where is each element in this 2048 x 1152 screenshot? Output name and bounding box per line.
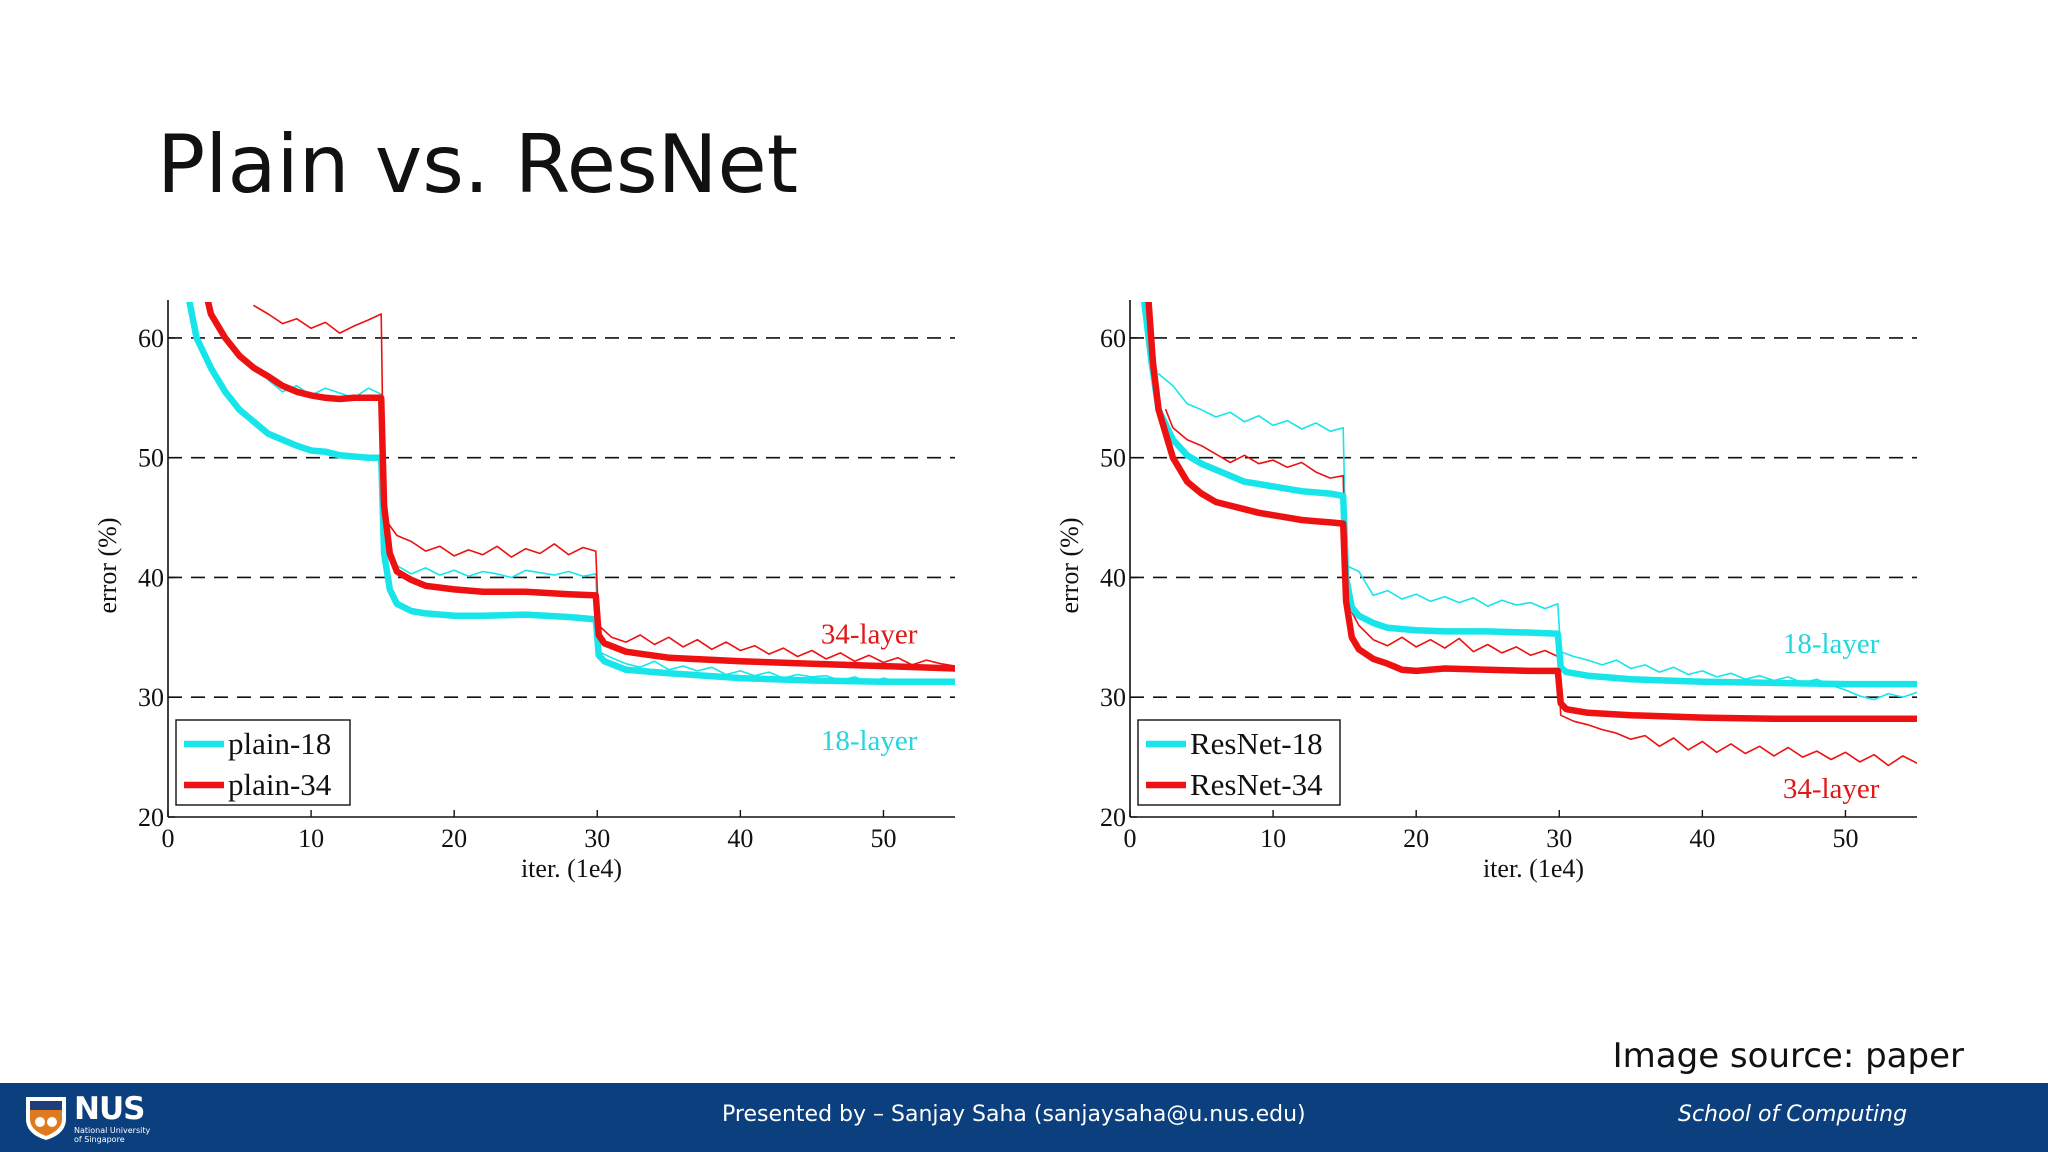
annotation-cyan: 18-layer — [821, 725, 918, 757]
x-tick-label: 20 — [441, 824, 467, 853]
legend-box — [175, 719, 351, 806]
legend-box — [1137, 719, 1341, 806]
legend-entry: ResNet-34 — [1190, 767, 1323, 802]
y-tick-label: 60 — [138, 324, 164, 353]
series-line-resnet-18-train — [1157, 373, 1917, 701]
series-line-plain-34-train — [253, 304, 955, 667]
legend: ResNet-18 ResNet-34 — [1137, 719, 1341, 806]
x-tick-label: 30 — [584, 824, 610, 853]
annotation-red: 34-layer — [1783, 773, 1880, 805]
x-tick-label: 10 — [298, 824, 324, 853]
x-tick-label: 0 — [1124, 824, 1137, 853]
y-tick-label: 30 — [1100, 683, 1126, 712]
y-axis-label: error (%) — [1055, 517, 1084, 613]
school-name: School of Computing — [1678, 1102, 1908, 1127]
nus-crest-icon — [26, 1097, 66, 1140]
image-source-note: Image source: paper — [1612, 1036, 1964, 1076]
y-tick-label: 50 — [1100, 444, 1126, 473]
presenter-credit: Presented by – Sanjay Saha (sanjaysaha@u… — [722, 1102, 1306, 1127]
series-line-resnet-34 — [1145, 302, 1917, 723]
x-axis-label: iter. (1e4) — [1483, 854, 1584, 883]
x-tick-label: 40 — [727, 824, 753, 853]
logo-nus-text: NUS — [74, 1091, 145, 1127]
legend: plain-18 plain-34 — [175, 719, 351, 806]
series-line-resnet-34-train — [1165, 409, 1917, 767]
series-line-plain-18 — [186, 302, 955, 685]
legend-entry: plain-18 — [228, 726, 331, 761]
chart-plain: 20 30 40 50 60 0 10 20 30 40 50 iter. (1e4) error (%… — [93, 300, 955, 883]
legend-entry: ResNet-18 — [1190, 726, 1323, 761]
annotation-cyan: 18-layer — [1783, 628, 1880, 660]
legend-entry: plain-34 — [228, 767, 332, 802]
series-line-resnet-18 — [1141, 302, 1917, 688]
y-tick-label: 40 — [138, 563, 164, 592]
y-tick-label: 40 — [1100, 563, 1126, 592]
x-tick-label: 20 — [1403, 824, 1429, 853]
y-tick-label: 20 — [1100, 803, 1126, 832]
x-axis-label: iter. (1e4) — [521, 854, 622, 883]
nus-logo: NUS National University of Singapore — [24, 1091, 164, 1145]
logo-subtext-line1: National University — [74, 1126, 151, 1135]
series-line-plain-34 — [204, 302, 955, 672]
annotation-red: 34-layer — [821, 618, 918, 650]
y-tick-label: 30 — [138, 683, 164, 712]
y-tick-label: 20 — [138, 803, 164, 832]
x-tick-label: 50 — [1832, 824, 1858, 853]
x-tick-label: 10 — [1260, 824, 1286, 853]
chart-resnet: 20 30 40 50 60 0 10 20 30 40 50 iter. (1e4) error (%… — [1055, 300, 1917, 883]
x-tick-label: 50 — [870, 824, 896, 853]
y-axis-label: error (%) — [93, 517, 122, 613]
x-tick-label: 40 — [1689, 824, 1715, 853]
footer-bar: NUS National University of Singapore Pre… — [0, 1083, 2048, 1152]
y-tick-label: 50 — [138, 444, 164, 473]
y-tick-label: 60 — [1100, 324, 1126, 353]
slide-title: Plain vs. ResNet — [157, 118, 799, 211]
logo-subtext-line2: of Singapore — [74, 1135, 125, 1144]
logo-subtext: National University of Singapore — [74, 1126, 164, 1144]
x-tick-label: 0 — [162, 824, 175, 853]
x-tick-label: 30 — [1546, 824, 1572, 853]
